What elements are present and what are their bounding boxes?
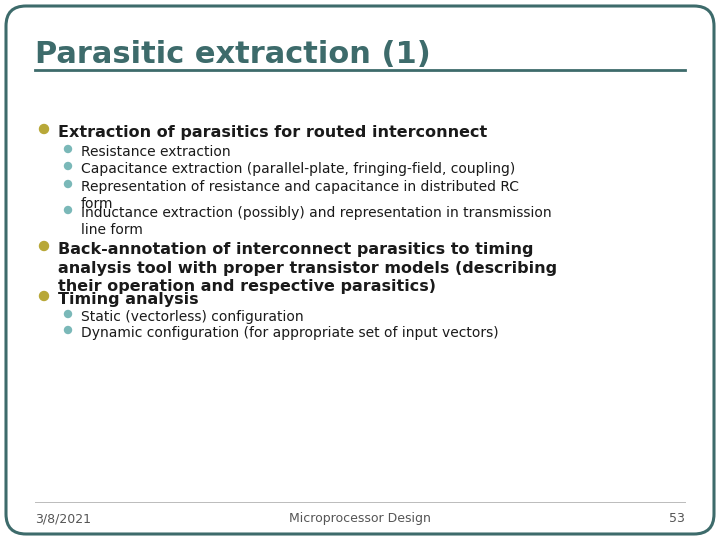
Text: Static (vectorless) configuration: Static (vectorless) configuration [81,310,304,324]
Text: Resistance extraction: Resistance extraction [81,145,230,159]
Text: Parasitic extraction (1): Parasitic extraction (1) [35,40,431,69]
Text: Representation of resistance and capacitance in distributed RC
form: Representation of resistance and capacit… [81,180,519,211]
Circle shape [65,327,71,334]
Text: Dynamic configuration (for appropriate set of input vectors): Dynamic configuration (for appropriate s… [81,326,499,340]
Circle shape [65,310,71,318]
Text: 3/8/2021: 3/8/2021 [35,512,91,525]
Circle shape [40,125,48,133]
Text: Extraction of parasitics for routed interconnect: Extraction of parasitics for routed inte… [58,125,487,140]
Text: Timing analysis: Timing analysis [58,292,199,307]
Text: Microprocessor Design: Microprocessor Design [289,512,431,525]
Circle shape [65,206,71,213]
Text: 53: 53 [669,512,685,525]
Circle shape [65,145,71,152]
Text: Capacitance extraction (parallel-plate, fringing-field, coupling): Capacitance extraction (parallel-plate, … [81,162,516,176]
FancyBboxPatch shape [6,6,714,534]
Text: Back-annotation of interconnect parasitics to timing
analysis tool with proper t: Back-annotation of interconnect parasiti… [58,242,557,294]
Circle shape [65,163,71,170]
Circle shape [40,241,48,251]
Text: Inductance extraction (possibly) and representation in transmission
line form: Inductance extraction (possibly) and rep… [81,206,552,237]
Circle shape [40,292,48,300]
Circle shape [65,180,71,187]
